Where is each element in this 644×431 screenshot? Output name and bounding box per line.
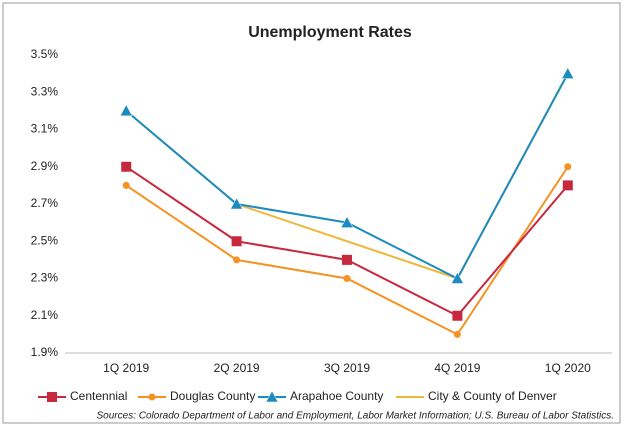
y-tick-label: 2.1%	[31, 308, 59, 322]
marker	[230, 197, 244, 210]
y-tick-label: 2.9%	[31, 159, 59, 173]
legend-label: Centennial	[70, 389, 127, 403]
y-tick-label: 3.5%	[31, 47, 59, 61]
y-tick-label: 1.9%	[31, 345, 59, 359]
marker	[148, 393, 156, 401]
y-tick-label: 2.5%	[31, 233, 59, 247]
legend-label: Arapahoe County	[290, 389, 383, 403]
marker	[121, 161, 132, 172]
marker	[452, 310, 463, 321]
series-line	[125, 166, 569, 336]
y-tick-label: 3.1%	[31, 122, 59, 136]
y-tick-label: 2.7%	[31, 196, 59, 210]
chart-frame	[2, 2, 621, 424]
marker	[562, 180, 573, 191]
series-line	[125, 73, 569, 280]
x-tick-label: 4Q 2019	[434, 361, 480, 375]
marker	[233, 256, 241, 264]
y-tick-label: 3.3%	[31, 84, 59, 98]
marker	[453, 330, 461, 338]
marker	[561, 67, 575, 79]
source-note: Sources: Colorado Department of Labor an…	[97, 411, 614, 422]
marker	[265, 390, 279, 403]
x-tick-label: 1Q 2019	[103, 361, 149, 375]
marker	[122, 181, 130, 189]
marker	[340, 216, 354, 228]
marker	[342, 254, 352, 265]
x-tick-label: 2Q 2019	[214, 361, 260, 375]
x-tick-label: 3Q 2019	[324, 361, 370, 375]
marker	[450, 271, 464, 284]
marker	[343, 275, 351, 282]
marker	[119, 104, 133, 117]
series-line	[125, 73, 569, 280]
legend-label: Douglas County	[170, 389, 255, 403]
marker	[564, 163, 572, 171]
marker	[231, 236, 242, 247]
marker	[47, 392, 57, 402]
legend-label: City & County of Denver	[428, 389, 557, 403]
chart-title: Unemployment Rates	[248, 24, 412, 41]
y-tick-label: 2.3%	[31, 271, 59, 285]
x-tick-label: 1Q 2020	[545, 361, 591, 375]
